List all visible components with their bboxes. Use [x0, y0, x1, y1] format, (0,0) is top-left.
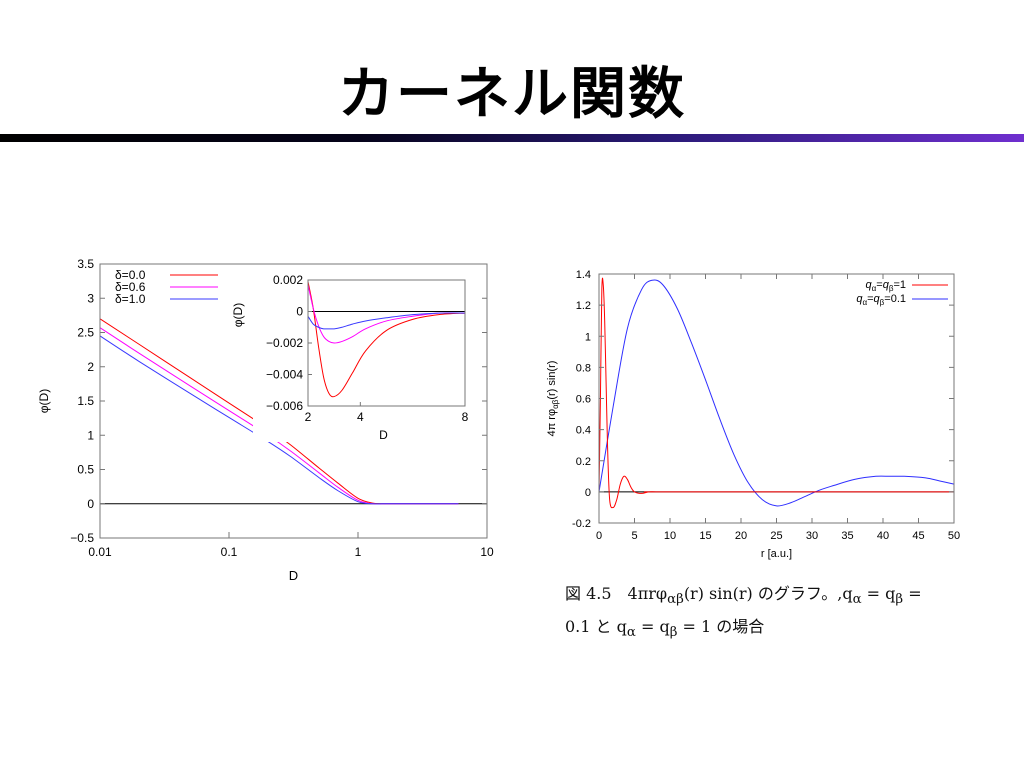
x-tick-label: 15 — [699, 530, 711, 542]
inset-y-tick-labels: 0.002 0 −0.002 −0.004 −0.006 — [266, 273, 312, 413]
y-axis-label: 4π rφαβ(r) sin(r) — [546, 361, 560, 437]
x-tick-labels: 0 5 10 15 20 25 30 35 40 45 50 — [596, 274, 960, 542]
series-line — [598, 277, 954, 509]
y-tick-labels: −0.5 0 0.5 1 1.5 2 2.5 3 3.5 — [70, 257, 487, 545]
x-axis-label: r [a.u.] — [761, 548, 792, 560]
legend-label: qα=qβ=0.1 — [856, 293, 906, 307]
x-tick-label: 10 — [480, 545, 494, 559]
y-tick-label: 0.6 — [576, 394, 591, 406]
y-tick-labels: -0.2 0 0.2 0.4 0.6 0.8 1 1.2 1.4 — [572, 269, 954, 530]
inset-curves — [307, 281, 466, 398]
inset-y-tick-label: 0 — [296, 305, 303, 319]
y-tick-label: 0.4 — [576, 425, 591, 437]
y-axis-label: φ(D) — [37, 389, 51, 413]
series-line — [598, 279, 955, 507]
x-axis-label: D — [289, 568, 298, 583]
kernel-phi-chart: −0.5 0 0.5 1 1.5 2 2.5 3 3.5 0.01 0.1 1 10 D φ(D) δ… — [37, 257, 494, 583]
x-tick-label: 10 — [664, 530, 676, 542]
rphi-sin-chart: -0.2 0 0.2 0.4 0.6 0.8 1 1.2 1.4 0 5 10 15 20 25 30 35 4… — [546, 269, 960, 560]
inset-series-line — [307, 281, 466, 398]
x-tick-label: 35 — [841, 530, 853, 542]
x-tick-label: 0.1 — [221, 545, 238, 559]
curves — [598, 277, 955, 509]
legend: qα=qβ=1 qα=qβ=0.1 — [856, 279, 948, 307]
inset-x-axis-label: D — [379, 428, 388, 442]
y-tick-label: 0.8 — [576, 362, 591, 374]
y-tick-label: 3.5 — [77, 257, 94, 271]
series-line — [99, 335, 459, 505]
y-tick-label: 3 — [87, 291, 94, 305]
legend-swatches — [170, 274, 218, 300]
y-tick-label: 1 — [87, 428, 94, 442]
y-tick-label: 1.4 — [576, 269, 591, 281]
inset-y-tick-label: −0.004 — [266, 368, 303, 382]
x-tick-label: 45 — [912, 530, 924, 542]
legend-label: δ=0.0 — [115, 268, 146, 282]
y-tick-label: 0.2 — [576, 456, 591, 468]
x-tick-label: 5 — [631, 530, 637, 542]
inset-x-tick-label: 4 — [357, 410, 364, 424]
legend-label: δ=0.6 — [115, 280, 146, 294]
y-tick-label: 0 — [585, 487, 591, 499]
legend-swatches — [912, 284, 948, 300]
plot-frame — [598, 273, 955, 524]
inset-x-tick-labels: 2 4 8 — [305, 402, 469, 424]
y-tick-label: 1.2 — [576, 300, 591, 312]
caption-line-2: 0.1 と qα = qβ = 1 の場合 — [565, 617, 765, 641]
inset-y-tick-label: −0.002 — [266, 336, 303, 350]
figure-caption: 図 4.5 4πrφαβ(r) sin(r) のグラフ。,qα = qβ = 0… — [565, 580, 945, 646]
inset-background — [253, 266, 475, 442]
x-tick-label: 20 — [735, 530, 747, 542]
inset-y-tick-label: 0.002 — [273, 273, 303, 287]
inset-y-tick-label: −0.006 — [266, 399, 303, 413]
main-axes-group: −0.5 0 0.5 1 1.5 2 2.5 3 3.5 0.01 0.1 1 10 D φ(D) δ… — [37, 257, 494, 583]
legend-label: qα=qβ=1 — [866, 279, 906, 293]
inset-axes-group: 0.002 0 −0.002 −0.004 −0.006 2 4 8 D φ(D) — [231, 266, 475, 442]
inset-x-tick-label: 8 — [462, 410, 469, 424]
x-tick-label: 0.01 — [88, 545, 112, 559]
legend: δ=0.0 δ=0.6 δ=1.0 — [115, 268, 218, 306]
inset-series-line — [307, 312, 466, 330]
x-tick-label: 25 — [770, 530, 782, 542]
y-tick-label: 1.5 — [77, 394, 94, 408]
y-tick-label: 0 — [87, 497, 94, 511]
x-tick-labels: 0.01 0.1 1 10 — [88, 532, 494, 559]
y-tick-label: 2 — [87, 360, 94, 374]
legend-label: δ=1.0 — [115, 292, 146, 306]
inset-y-axis-label: φ(D) — [231, 303, 245, 327]
caption-line-1: 図 4.5 4πrφαβ(r) sin(r) のグラフ。,qα = qβ = — [565, 584, 922, 608]
y-tick-label: 0.5 — [77, 463, 94, 477]
main-curves — [99, 318, 459, 505]
slide-title: カーネル関数 — [338, 62, 686, 127]
x-tick-label: 50 — [948, 530, 960, 542]
inset-x-tick-label: 2 — [305, 410, 312, 424]
x-tick-label: 30 — [806, 530, 818, 542]
x-tick-label: 1 — [355, 545, 362, 559]
x-tick-label: 40 — [877, 530, 889, 542]
y-tick-label: 2.5 — [77, 326, 94, 340]
y-tick-label: -0.2 — [572, 518, 591, 530]
y-tick-label: 1 — [585, 331, 591, 343]
x-tick-label: 0 — [596, 530, 602, 542]
inset-series-line — [307, 284, 466, 344]
title-rule — [0, 134, 1024, 142]
y-tick-label: −0.5 — [70, 531, 94, 545]
